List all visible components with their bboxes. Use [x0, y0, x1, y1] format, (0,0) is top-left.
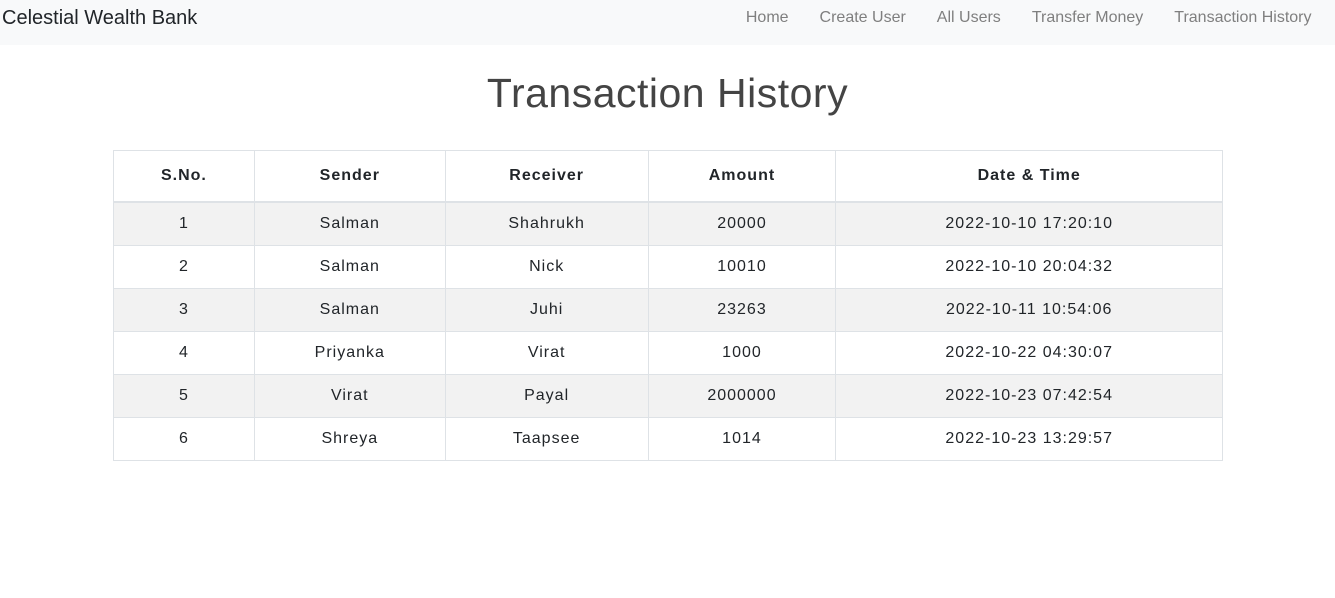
column-header-datetime: Date & Time: [835, 150, 1223, 203]
cell-amount: 1000: [647, 331, 837, 375]
table-header-row: S.No. Sender Receiver Amount Date & Time: [113, 150, 1223, 203]
brand-logo[interactable]: Celestial Wealth Bank: [2, 7, 198, 29]
nav-transfer-money[interactable]: Transfer Money: [1031, 9, 1144, 26]
cell-receiver: Nick: [444, 245, 649, 289]
cell-datetime: 2022-10-11 10:54:06: [835, 288, 1223, 332]
cell-datetime: 2022-10-10 17:20:10: [835, 201, 1223, 246]
nav-links: Home Create User All Users Transfer Mone…: [730, 0, 1327, 35]
nav-create-user[interactable]: Create User: [819, 9, 906, 26]
cell-sno: 6: [113, 417, 255, 461]
cell-receiver: Shahrukh: [444, 201, 649, 246]
cell-receiver: Taapsee: [444, 417, 649, 461]
table-row: 2 Salman Nick 10010 2022-10-10 20:04:32: [113, 245, 1223, 289]
cell-receiver: Virat: [444, 331, 649, 375]
cell-sender: Priyanka: [253, 331, 446, 375]
cell-datetime: 2022-10-23 13:29:57: [835, 417, 1223, 461]
table-row: 1 Salman Shahrukh 20000 2022-10-10 17:20:10: [113, 201, 1223, 246]
column-header-amount: Amount: [647, 150, 837, 203]
cell-sender: Shreya: [253, 417, 446, 461]
cell-sno: 4: [113, 331, 255, 375]
table-row: 3 Salman Juhi 23263 2022-10-11 10:54:06: [113, 288, 1223, 332]
cell-sender: Salman: [253, 245, 446, 289]
column-header-sender: Sender: [253, 150, 446, 203]
cell-amount: 23263: [647, 288, 837, 332]
cell-amount: 2000000: [647, 374, 837, 418]
cell-receiver: Juhi: [444, 288, 649, 332]
cell-sno: 1: [113, 201, 255, 246]
cell-amount: 1014: [647, 417, 837, 461]
cell-datetime: 2022-10-10 20:04:32: [835, 245, 1223, 289]
navbar: Celestial Wealth Bank Home Create User A…: [0, 0, 1335, 45]
cell-datetime: 2022-10-23 07:42:54: [835, 374, 1223, 418]
cell-datetime: 2022-10-22 04:30:07: [835, 331, 1223, 375]
cell-sender: Virat: [253, 374, 446, 418]
cell-sender: Salman: [253, 288, 446, 332]
cell-sender: Salman: [253, 201, 446, 246]
cell-sno: 3: [113, 288, 255, 332]
nav-transaction-history[interactable]: Transaction History: [1174, 9, 1312, 26]
column-header-sno: S.No.: [113, 150, 255, 203]
cell-amount: 10010: [647, 245, 837, 289]
column-header-receiver: Receiver: [444, 150, 649, 203]
page-title: Transaction History: [486, 70, 849, 116]
table-row: 4 Priyanka Virat 1000 2022-10-22 04:30:07: [113, 331, 1223, 375]
table-row: 5 Virat Payal 2000000 2022-10-23 07:42:54: [113, 374, 1223, 418]
nav-all-users[interactable]: All Users: [936, 9, 1001, 26]
table-row: 6 Shreya Taapsee 1014 2022-10-23 13:29:57: [113, 417, 1223, 461]
transaction-table: S.No. Sender Receiver Amount Date & Time 1 Sa…: [113, 150, 1223, 461]
cell-amount: 20000: [647, 201, 837, 246]
cell-receiver: Payal: [444, 374, 649, 418]
cell-sno: 5: [113, 374, 255, 418]
nav-home[interactable]: Home: [745, 9, 789, 26]
cell-sno: 2: [113, 245, 255, 289]
table-body: 1 Salman Shahrukh 20000 2022-10-10 17:20:10 2…: [113, 201, 1223, 461]
